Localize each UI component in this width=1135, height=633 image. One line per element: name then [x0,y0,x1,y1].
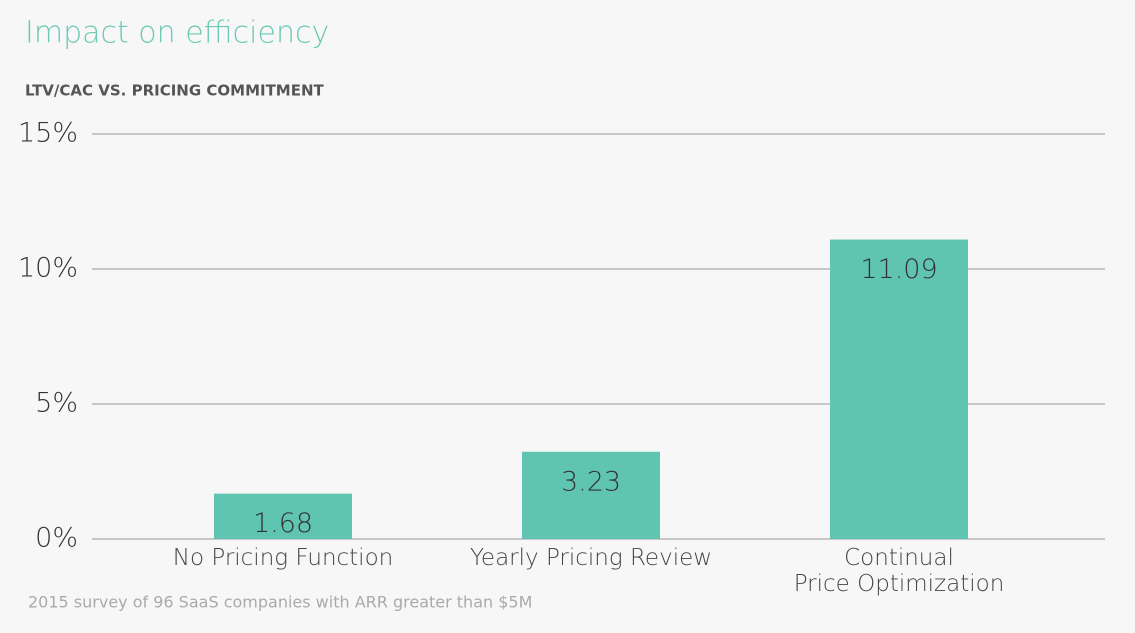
value-label: 3.23 [561,466,621,497]
bar [522,451,660,539]
footnote: 2015 survey of 96 SaaS companies with AR… [28,593,532,612]
bar [214,493,352,539]
chart-subtitle: LTV/CAC VS. PRICING COMMITMENT [25,82,325,100]
value-label: 11.09 [860,254,937,285]
value-label: 1.68 [253,508,313,539]
y-tick-label: 5% [35,388,78,419]
y-tick-label: 10% [18,253,78,284]
chart-title: Impact on efficiency [25,16,329,51]
x-tick-label: Yearly Pricing Review [469,545,713,571]
x-tick-label: No Pricing Function [172,545,394,571]
y-tick-label: 15% [18,118,78,149]
bar [830,239,968,539]
x-tick-label: Continual Price Optimization [793,545,1005,597]
y-tick-label: 0% [35,523,78,554]
